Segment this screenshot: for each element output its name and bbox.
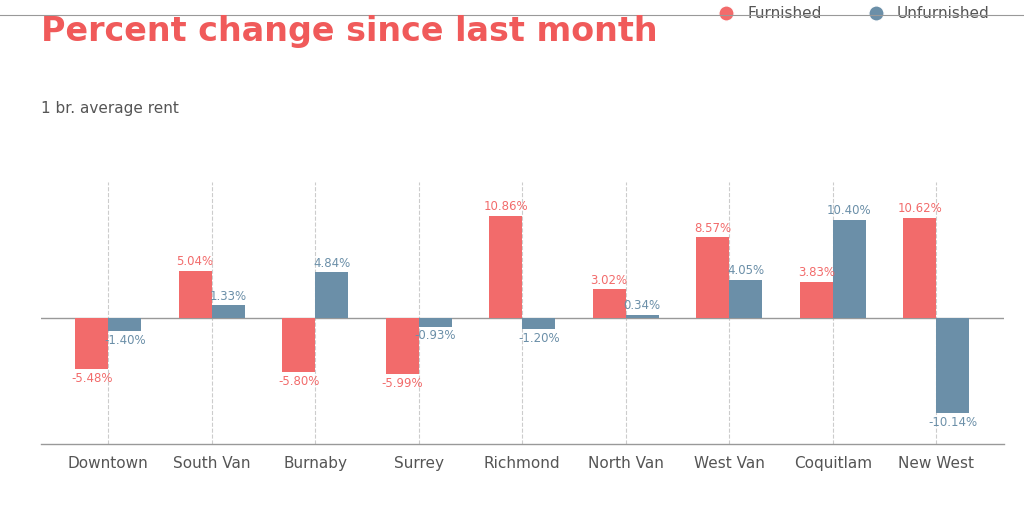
Legend: Furnished, Unfurnished: Furnished, Unfurnished [705,1,996,28]
Text: 4.05%: 4.05% [727,264,764,277]
Text: -5.99%: -5.99% [381,377,423,390]
Text: -1.20%: -1.20% [518,332,559,345]
Bar [696,237,729,318]
Text: -10.14%: -10.14% [928,416,977,429]
Bar [109,318,141,331]
Text: 10.62%: 10.62% [897,203,942,215]
Bar [626,315,658,318]
Text: 1 br. average rent: 1 br. average rent [41,101,179,116]
Bar [75,318,109,369]
Bar [522,318,555,329]
Bar [419,318,452,327]
Text: -5.80%: -5.80% [278,375,319,388]
Text: 3.02%: 3.02% [591,274,628,287]
Text: 8.57%: 8.57% [694,222,731,235]
Bar [489,216,522,318]
Bar [800,282,833,318]
Text: 3.83%: 3.83% [798,266,835,279]
Bar [178,271,212,318]
Bar [283,318,315,372]
Text: -0.93%: -0.93% [415,329,456,342]
Text: 0.34%: 0.34% [624,299,660,312]
Bar [903,218,936,318]
Bar [212,306,245,318]
Text: Percent change since last month: Percent change since last month [41,15,657,48]
Text: 10.86%: 10.86% [483,200,528,213]
Text: 1.33%: 1.33% [210,289,247,302]
Bar [593,289,626,318]
Text: 4.84%: 4.84% [313,257,350,270]
Text: -5.48%: -5.48% [71,372,113,385]
Bar [833,220,866,318]
Text: -1.40%: -1.40% [104,334,145,347]
Text: 5.04%: 5.04% [176,255,214,268]
Bar [315,272,348,318]
Bar [936,318,970,413]
Text: 10.40%: 10.40% [827,205,871,218]
Bar [386,318,419,374]
Bar [729,280,762,318]
